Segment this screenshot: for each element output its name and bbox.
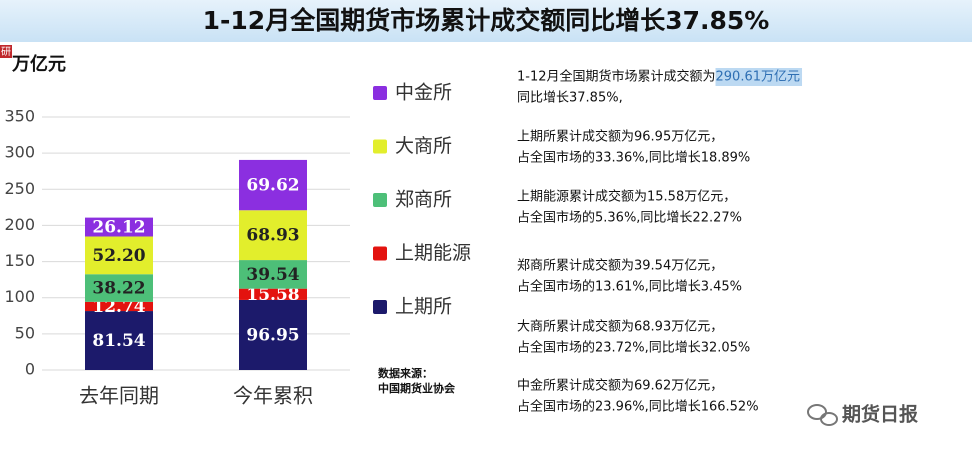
note-highlight: 290.61万亿元: [716, 70, 801, 85]
value-label: 52.20: [92, 246, 145, 266]
bar-segment: [85, 274, 153, 302]
y-tick-label: 100: [4, 287, 35, 306]
bar-segment: [85, 236, 153, 275]
legend-swatch: [373, 300, 387, 314]
note-line: 同比增长37.85%,: [517, 91, 623, 106]
y-tick-label: 350: [4, 107, 35, 126]
legend-label: 上期所: [395, 296, 452, 318]
note-line: 中金所累计成交额为69.62万亿元，: [517, 378, 723, 394]
value-label: 96.95: [246, 325, 299, 345]
wechat-icon: [807, 404, 838, 426]
highlight-bg: [715, 68, 803, 86]
note-line: 上期所累计成交额为96.95万亿元，: [517, 129, 723, 145]
note-line: 占全国市场的5.36%,同比增长22.27%: [517, 210, 742, 226]
value-label: 68.93: [246, 226, 299, 246]
y-tick-label: 0: [25, 360, 35, 379]
watermark: 期货日报: [842, 403, 918, 426]
badge: 研: [1, 46, 11, 58]
bar-segment: [239, 260, 307, 289]
note-line: 郑商所累计成交额为39.54万亿元，: [517, 258, 723, 274]
y-axis-label: 万亿元: [11, 53, 66, 75]
badge-box: [0, 45, 12, 58]
note-line: 大商所累计成交额为68.93万亿元，: [517, 319, 723, 335]
legend-label: 中金所: [395, 82, 452, 104]
bar-segment: [85, 217, 153, 237]
bar-segment: [239, 159, 307, 211]
value-label: 69.62: [246, 176, 299, 196]
value-label: 39.54: [246, 265, 299, 285]
y-tick-label: 150: [4, 251, 35, 270]
title-band: [0, 0, 972, 42]
note-line: 占全国市场的23.96%,同比增长166.52%: [517, 399, 759, 415]
note-line: 占全国市场的33.36%,同比增长18.89%: [517, 150, 750, 166]
value-label: 81.54: [92, 331, 145, 351]
value-label: 12.74: [92, 297, 145, 317]
value-label: 15.58: [246, 285, 299, 305]
note-line: 占全国市场的13.61%,同比增长3.45%: [517, 279, 742, 295]
value-label: 26.12: [92, 218, 145, 238]
bar-segment: [85, 301, 153, 312]
legend-label: 上期能源: [395, 242, 471, 264]
bar-segment: [239, 210, 307, 261]
note-line: 占全国市场的23.72%,同比增长32.05%: [517, 340, 750, 356]
legend-swatch: [373, 246, 387, 261]
source-label: 数据来源：: [378, 366, 433, 380]
source-org: 中国期货业协会: [378, 381, 456, 395]
note-line: 1-12月全国期货市场累计成交额为: [517, 69, 716, 85]
y-tick-label: 250: [4, 179, 35, 198]
note-line: 上期能源累计成交额为15.58万亿元，: [517, 189, 736, 205]
x-tick-label: 去年同期: [79, 384, 159, 408]
y-tick-label: 50: [15, 323, 35, 342]
y-tick-label: 200: [4, 215, 35, 234]
value-label: 38.22: [92, 279, 145, 299]
legend-label: 大商所: [395, 135, 452, 157]
chart-title: 1-12月全国期货市场累计成交额同比增长37.85%: [203, 6, 770, 35]
y-tick-label: 300: [4, 143, 35, 162]
legend-swatch: [373, 193, 387, 207]
legend-label: 郑商所: [395, 189, 452, 211]
bar-segment: [239, 288, 307, 300]
bar-segment: [239, 299, 307, 370]
legend-swatch: [373, 86, 387, 100]
x-tick-label: 今年累积: [233, 384, 313, 408]
legend-swatch: [373, 139, 387, 154]
bar-segment: [85, 311, 153, 370]
